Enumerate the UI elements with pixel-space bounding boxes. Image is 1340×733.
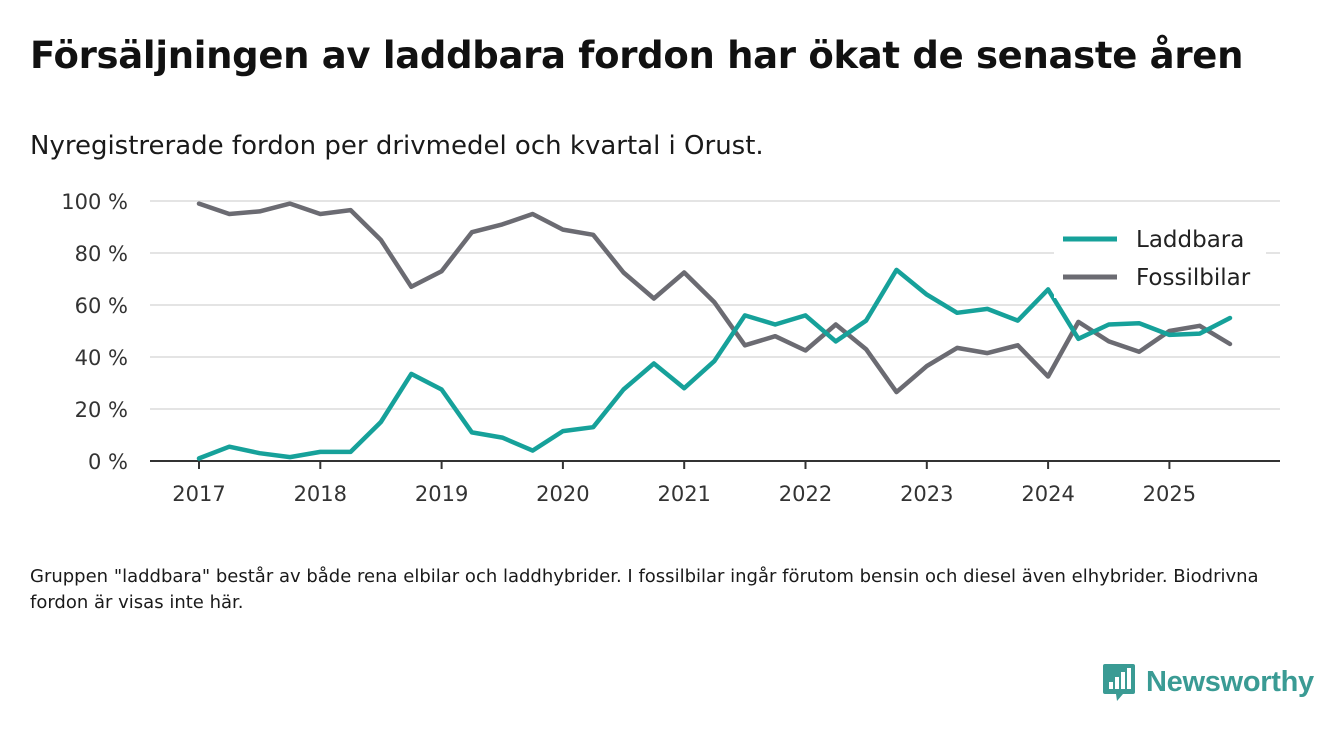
series-lines bbox=[196, 201, 1233, 461]
chart-title: Försäljningen av laddbara fordon har öka… bbox=[30, 34, 1244, 77]
x-tick-label: 2021 bbox=[657, 482, 710, 506]
x-tick-label: 2024 bbox=[1021, 482, 1074, 506]
y-tick-label: 80 % bbox=[75, 242, 128, 266]
x-tick-label: 2018 bbox=[294, 482, 347, 506]
y-tick-label: 40 % bbox=[75, 346, 128, 370]
legend-label: Fossilbilar bbox=[1136, 265, 1251, 291]
brand-name: Newsworthy bbox=[1146, 665, 1314, 698]
line-chart: 0 % 20 % 40 % 60 % 80 % 100 % 2017 2018 2019 202… bbox=[61, 190, 1280, 506]
x-tick-label: 2023 bbox=[900, 482, 953, 506]
chart-subtitle: Nyregistrerade fordon per drivmedel och … bbox=[30, 131, 764, 161]
brand-logo[interactable]: Newsworthy bbox=[1102, 662, 1314, 702]
newsworthy-logo-icon bbox=[1103, 664, 1135, 701]
x-tick-label: 2019 bbox=[415, 482, 468, 506]
y-axis-ticks: 0 % 20 % 40 % 60 % 80 % 100 % bbox=[61, 190, 128, 474]
y-tick-label: 100 % bbox=[61, 190, 128, 214]
y-tick-label: 20 % bbox=[75, 398, 128, 422]
x-tick-label: 2025 bbox=[1143, 482, 1196, 506]
series-line-fossilbilar bbox=[196, 201, 1233, 395]
y-tick-label: 0 % bbox=[88, 450, 128, 474]
x-tick-label: 2017 bbox=[172, 482, 225, 506]
x-tick-label: 2020 bbox=[536, 482, 589, 506]
x-axis: 2017 2018 2019 2020 2021 2022 2023 2024 2025 bbox=[150, 460, 1280, 506]
legend-label: Laddbara bbox=[1136, 227, 1244, 253]
y-tick-label: 60 % bbox=[75, 294, 128, 318]
x-tick-label: 2022 bbox=[779, 482, 832, 506]
legend-background bbox=[1054, 218, 1266, 298]
footnote: Gruppen "laddbara" består av både rena e… bbox=[30, 566, 1259, 613]
series-line-laddbara bbox=[196, 267, 1233, 461]
legend: Laddbara Fossilbilar bbox=[1054, 218, 1266, 298]
